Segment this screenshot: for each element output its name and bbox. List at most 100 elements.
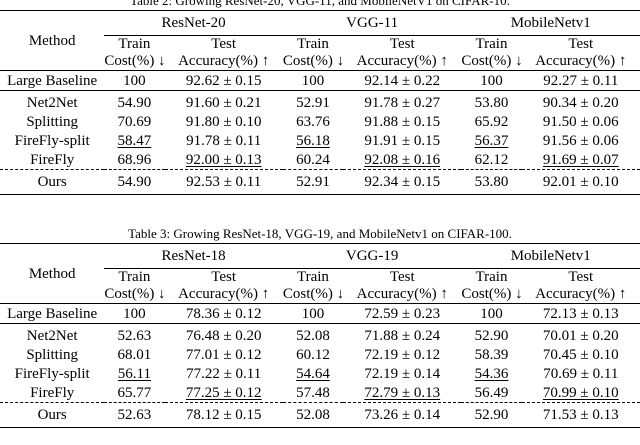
table-cell: 91.78 ± 0.27 <box>343 90 462 112</box>
test-accuracy-header: Accuracy(%) ↑ <box>178 53 270 69</box>
method-name: Splitting <box>26 113 78 130</box>
table-cell: 54.36 <box>474 365 509 382</box>
table-cell: 92.34 ± 0.15 <box>343 169 462 195</box>
table-row: FireFly-split 58.47 91.78 ± 0.11 56.18 9… <box>0 131 640 150</box>
table-row: Splitting 68.01 77.01 ± 0.12 60.12 72.19… <box>0 345 640 364</box>
method-name: FireFly <box>30 151 75 168</box>
method-name: Net2Net <box>0 90 105 112</box>
table-3: Method ResNet-18 VGG-19 MobileNetv1 Trai… <box>0 243 640 428</box>
table-cell: 78.12 ± 0.15 <box>164 402 283 428</box>
table-cell: 100 <box>282 70 344 91</box>
group-header: VGG-11 <box>282 10 462 36</box>
table-cell: 52.08 <box>282 402 344 428</box>
train-cost-header: Cost(%) ↓ <box>461 53 523 69</box>
table-cell: 78.36 ± 0.12 <box>164 303 283 324</box>
table-cell: 92.62 ± 0.15 <box>164 70 283 91</box>
table-cell: 91.80 ± 0.10 <box>185 113 262 130</box>
method-name: FireFly <box>30 384 75 401</box>
table-cell: 100 <box>461 70 522 91</box>
table-cell: 52.90 <box>461 323 522 345</box>
table-cell: 100 <box>461 303 522 324</box>
train-cost-header: Cost(%) ↓ <box>461 286 523 302</box>
train-cost-header: Cost(%) ↓ <box>282 53 345 69</box>
method-name: Net2Net <box>0 323 105 345</box>
table-row-baseline: Large Baseline 100 78.36 ± 0.12 100 72.5… <box>0 303 640 324</box>
table-cell: 53.80 <box>461 169 522 195</box>
table-cell: 72.19 ± 0.14 <box>364 365 441 382</box>
table-cell: 58.39 <box>474 346 509 363</box>
table-cell: 71.53 ± 0.13 <box>521 402 640 428</box>
table-cell: 68.01 <box>117 346 152 363</box>
table-cell: 57.48 <box>296 384 330 401</box>
table-cell: 100 <box>282 303 344 324</box>
test-accuracy-header: Accuracy(%) ↑ <box>535 53 627 69</box>
train-cost-header: Cost(%) ↓ <box>104 53 166 69</box>
train-cost-header: Train <box>475 36 508 52</box>
group-header: VGG-19 <box>282 243 462 269</box>
group-header: ResNet-20 <box>104 10 283 36</box>
method-name: FireFly-split <box>14 132 90 149</box>
table-row-ours: Ours 54.90 92.53 ± 0.11 52.91 92.34 ± 0.… <box>0 169 640 195</box>
test-accuracy-header: Test <box>211 36 237 52</box>
table-cell: 68.96 <box>117 151 152 168</box>
table-cell: 100 <box>104 70 165 91</box>
table-cell: 60.12 <box>296 346 330 363</box>
test-accuracy-header: Test <box>211 269 237 285</box>
table-cell: 70.01 ± 0.20 <box>521 323 640 345</box>
method-column-header: Method <box>0 10 105 71</box>
table-row: FireFly 65.77 77.25 ± 0.12 57.48 72.79 ±… <box>0 383 640 403</box>
table-row: FireFly-split 56.11 77.22 ± 0.11 54.64 7… <box>0 364 640 383</box>
table-cell: 91.69 ± 0.07 <box>542 151 619 168</box>
method-name: FireFly-split <box>14 365 90 382</box>
table-cell: 92.27 ± 0.11 <box>521 70 640 91</box>
table-3-caption: Table 3: Growing ResNet-18, VGG-19, and … <box>128 226 512 241</box>
test-accuracy-header: Accuracy(%) ↑ <box>178 286 270 302</box>
train-cost-header: Train <box>296 269 329 285</box>
test-accuracy-header: Test <box>568 269 594 285</box>
table-cell: 92.00 ± 0.13 <box>185 151 262 168</box>
table-cell: 91.56 ± 0.06 <box>542 132 619 149</box>
method-name: Ours <box>0 169 105 195</box>
table-cell: 56.49 <box>474 384 509 401</box>
train-cost-header: Cost(%) ↓ <box>282 286 345 302</box>
method-name: Large Baseline <box>0 70 105 91</box>
table-2-caption: Table 2: Growing ResNet-20, VGG-11, and … <box>130 0 510 8</box>
test-accuracy-header: Accuracy(%) ↑ <box>356 286 448 302</box>
table-cell: 58.47 <box>117 132 152 149</box>
table-cell: 52.63 <box>104 402 165 428</box>
table-cell: 53.80 <box>461 90 522 112</box>
table-cell: 70.69 <box>117 113 152 130</box>
table-cell: 70.69 ± 0.11 <box>543 365 619 382</box>
train-cost-header: Train <box>296 36 329 52</box>
table-cell: 72.19 ± 0.12 <box>364 346 441 363</box>
table-row-baseline: Large Baseline 100 92.62 ± 0.15 100 92.1… <box>0 70 640 91</box>
train-cost-header: Train <box>118 36 151 52</box>
table-cell: 52.63 <box>104 323 165 345</box>
table-row: Splitting 70.69 91.80 ± 0.10 63.76 91.88… <box>0 112 640 131</box>
table-cell: 56.18 <box>296 132 330 149</box>
table-cell: 77.22 ± 0.11 <box>186 365 262 382</box>
table-cell: 52.91 <box>282 90 344 112</box>
table-row-ours: Ours 52.63 78.12 ± 0.15 52.08 73.26 ± 0.… <box>0 402 640 428</box>
table-cell: 90.34 ± 0.20 <box>521 90 640 112</box>
table-row: Net2Net 52.63 76.48 ± 0.20 52.08 71.88 ±… <box>0 323 640 345</box>
group-header: MobileNetv1 <box>461 243 640 269</box>
table-cell: 54.90 <box>104 90 165 112</box>
method-name: Large Baseline <box>0 303 105 324</box>
table-cell: 92.53 ± 0.11 <box>164 169 283 195</box>
table-cell: 63.76 <box>296 113 330 130</box>
table-cell: 76.48 ± 0.20 <box>164 323 283 345</box>
method-name: Ours <box>0 402 105 428</box>
train-cost-header: Cost(%) ↓ <box>104 286 166 302</box>
table-cell: 77.01 ± 0.12 <box>185 346 262 363</box>
table-cell: 72.59 ± 0.23 <box>343 303 462 324</box>
table-cell: 56.11 <box>117 365 151 382</box>
test-accuracy-header: Test <box>568 36 594 52</box>
table-cell: 91.60 ± 0.21 <box>164 90 283 112</box>
table-cell: 91.88 ± 0.15 <box>364 113 441 130</box>
test-accuracy-header: Test <box>389 36 415 52</box>
table-cell: 65.92 <box>474 113 509 130</box>
table-cell: 52.08 <box>282 323 344 345</box>
table-cell: 73.26 ± 0.14 <box>343 402 462 428</box>
